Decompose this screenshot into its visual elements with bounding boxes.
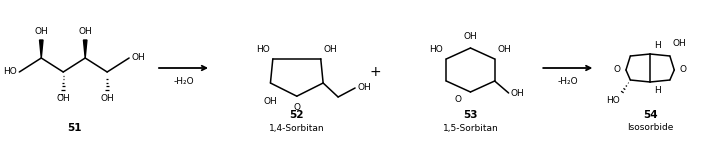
Text: HO: HO xyxy=(430,45,443,54)
Text: OH: OH xyxy=(35,27,48,36)
Text: 1,4-Sorbitan: 1,4-Sorbitan xyxy=(269,124,325,133)
Polygon shape xyxy=(84,40,87,58)
Text: OH: OH xyxy=(324,45,337,54)
Text: OH: OH xyxy=(510,90,525,99)
Text: OH: OH xyxy=(464,32,477,41)
Text: HO: HO xyxy=(256,45,270,54)
Text: -H₂O: -H₂O xyxy=(173,78,194,86)
Text: 52: 52 xyxy=(289,110,304,120)
Text: 53: 53 xyxy=(463,110,478,120)
Text: O: O xyxy=(294,103,301,112)
Text: O: O xyxy=(679,66,686,74)
Text: +: + xyxy=(370,65,381,79)
Text: H: H xyxy=(654,41,661,50)
Text: OH: OH xyxy=(498,45,511,54)
Text: OH: OH xyxy=(100,94,114,103)
Text: HO: HO xyxy=(607,96,620,105)
Text: -H₂O: -H₂O xyxy=(557,78,578,86)
Text: OH: OH xyxy=(131,53,145,62)
Text: O: O xyxy=(455,94,462,103)
Text: O̅H: O̅H xyxy=(56,94,70,103)
Text: OH: OH xyxy=(78,27,92,36)
Text: OH: OH xyxy=(673,39,686,48)
Text: H: H xyxy=(654,86,661,95)
Text: 54: 54 xyxy=(643,110,657,120)
Text: 1,5-Sorbitan: 1,5-Sorbitan xyxy=(442,124,498,133)
Polygon shape xyxy=(40,40,43,58)
Text: HO: HO xyxy=(4,68,17,77)
Text: OH: OH xyxy=(357,83,371,92)
Text: 51: 51 xyxy=(67,123,82,133)
Text: Isosorbide: Isosorbide xyxy=(627,124,674,133)
Text: OH: OH xyxy=(264,97,277,106)
Text: O: O xyxy=(614,66,621,74)
